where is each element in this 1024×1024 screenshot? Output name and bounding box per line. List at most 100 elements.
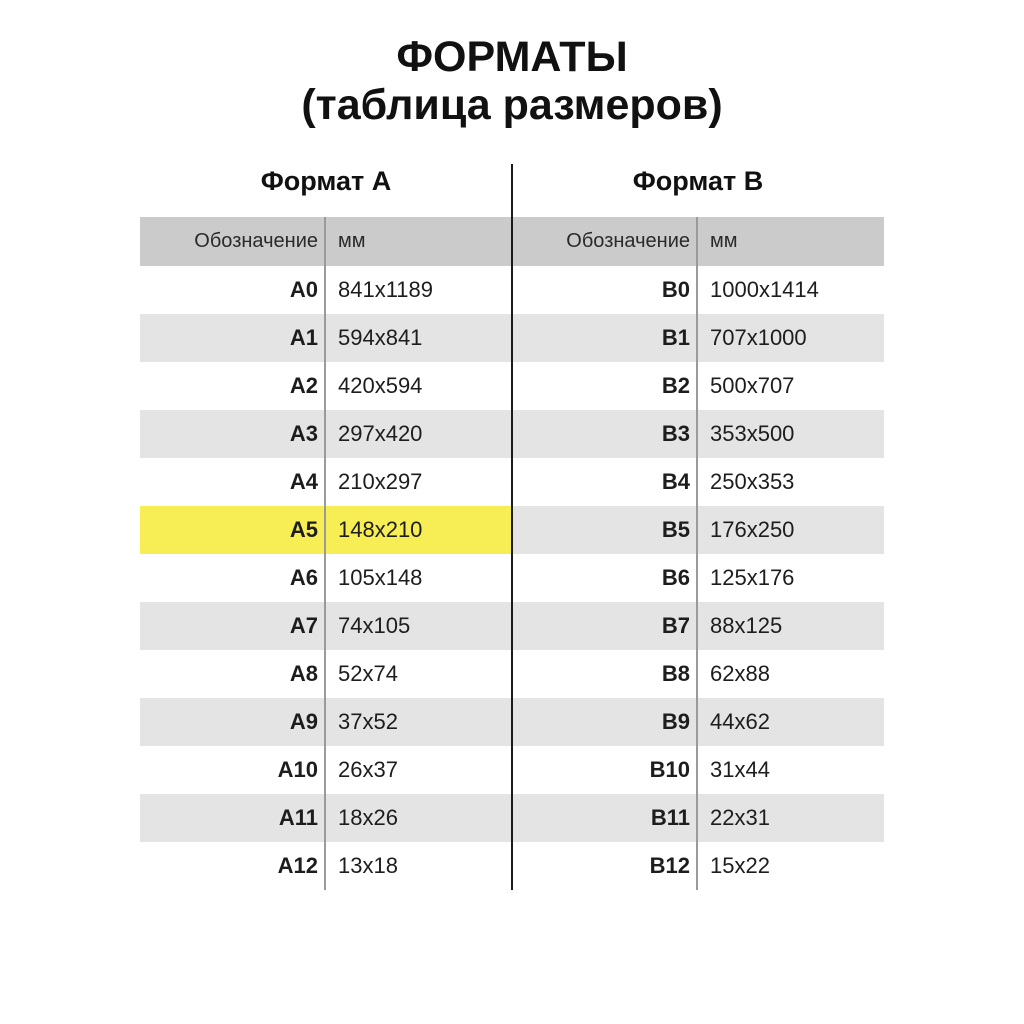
table-row: A8 52x74 B8 62x88 bbox=[140, 650, 884, 698]
format-a-designation: A9 bbox=[289, 709, 318, 734]
format-b-size-mm: 707x1000 bbox=[710, 325, 807, 350]
section-titles: Формат A Формат B bbox=[140, 166, 884, 197]
format-b-designation: B8 bbox=[661, 661, 690, 686]
format-b-designation: B4 bbox=[661, 469, 690, 494]
row-half-b: B6 125x176 bbox=[512, 554, 884, 602]
row-half-a: A1 594x841 bbox=[140, 314, 512, 362]
format-a-designation: A3 bbox=[289, 421, 318, 446]
format-b-size-mm: 15x22 bbox=[710, 853, 770, 878]
header-designation-a: Обозначение bbox=[194, 230, 318, 252]
format-b-size-mm: 88x125 bbox=[710, 613, 783, 638]
row-half-b: B2 500x707 bbox=[512, 362, 884, 410]
format-a-size-mm: 420x594 bbox=[338, 373, 423, 398]
table-row: A2 420x594 B2 500x707 bbox=[140, 362, 884, 410]
row-half-a: A4 210x297 bbox=[140, 458, 512, 506]
row-half-a: A0 841x1189 bbox=[140, 266, 512, 314]
format-a-size-mm: 18x26 bbox=[338, 805, 398, 830]
format-a-designation: A1 bbox=[289, 325, 318, 350]
row-half-a: A2 420x594 bbox=[140, 362, 512, 410]
format-b-designation: B9 bbox=[661, 709, 690, 734]
format-a-size-mm: 26x37 bbox=[338, 757, 398, 782]
format-b-size-mm: 125x176 bbox=[710, 565, 795, 590]
format-a-designation: A11 bbox=[278, 805, 318, 830]
format-a-designation: A5 bbox=[289, 517, 318, 542]
format-b-size-mm: 500x707 bbox=[710, 373, 795, 398]
table-row: A10 26x37 B10 31x44 bbox=[140, 746, 884, 794]
format-a-size-mm: 13x18 bbox=[338, 853, 398, 878]
row-half-a: A7 74x105 bbox=[140, 602, 512, 650]
page-title: ФОРМАТЫ bbox=[396, 33, 628, 81]
header-half-b: Обозначение мм bbox=[512, 217, 884, 266]
row-half-a: A3 297x420 bbox=[140, 410, 512, 458]
format-a-title: Формат A bbox=[260, 166, 392, 196]
row-half-b: B7 88x125 bbox=[512, 602, 884, 650]
table-row: A1 594x841 B1 707x1000 bbox=[140, 314, 884, 362]
row-half-b: B9 44x62 bbox=[512, 698, 884, 746]
format-b-size-mm: 250x353 bbox=[710, 469, 795, 494]
center-divider-line bbox=[511, 164, 513, 890]
row-half-b: B12 15x22 bbox=[512, 842, 884, 890]
format-a-designation: A4 bbox=[289, 469, 318, 494]
header-half-a: Обозначение мм bbox=[140, 217, 512, 266]
table-body: A0 841x1189 B0 1000x1414 A1 594x841 B1 7… bbox=[140, 266, 884, 890]
format-a-size-mm: 52x74 bbox=[338, 661, 398, 686]
row-half-a: A8 52x74 bbox=[140, 650, 512, 698]
format-a-size-mm: 74x105 bbox=[338, 613, 411, 638]
column-divider-line-a bbox=[324, 217, 326, 890]
format-a-size-mm: 594x841 bbox=[338, 325, 423, 350]
format-b-designation: B7 bbox=[661, 613, 690, 638]
format-b-size-mm: 176x250 bbox=[710, 517, 795, 542]
table-header-row: Обозначение мм Обозначение мм bbox=[140, 217, 884, 266]
format-a-size-mm: 148x210 bbox=[338, 517, 423, 542]
row-half-b: B5 176x250 bbox=[512, 506, 884, 554]
header-mm-b: мм bbox=[710, 230, 738, 252]
format-b-size-mm: 1000x1414 bbox=[710, 277, 819, 302]
format-b-designation: B11 bbox=[650, 805, 690, 830]
page-title-block: ФОРМАТЫ (таблица размеров) bbox=[0, 33, 1024, 129]
row-half-a: A12 13x18 bbox=[140, 842, 512, 890]
format-a-size-mm: 105x148 bbox=[338, 565, 423, 590]
row-half-a: A9 37x52 bbox=[140, 698, 512, 746]
format-a-size-mm: 37x52 bbox=[338, 709, 398, 734]
format-b-title: Формат B bbox=[632, 166, 764, 196]
header-mm-a: мм bbox=[338, 230, 366, 252]
row-half-b: B3 353x500 bbox=[512, 410, 884, 458]
format-a-size-mm: 841x1189 bbox=[338, 277, 434, 302]
header-designation-b: Обозначение bbox=[566, 230, 690, 252]
row-half-a: A6 105x148 bbox=[140, 554, 512, 602]
row-half-b: B4 250x353 bbox=[512, 458, 884, 506]
table-row: A6 105x148 B6 125x176 bbox=[140, 554, 884, 602]
table-row: A3 297x420 B3 353x500 bbox=[140, 410, 884, 458]
row-half-b: B10 31x44 bbox=[512, 746, 884, 794]
format-b-size-mm: 31x44 bbox=[710, 757, 770, 782]
page-subtitle: (таблица размеров) bbox=[301, 81, 723, 129]
table-row: A0 841x1189 B0 1000x1414 bbox=[140, 266, 884, 314]
row-half-a: A5 148x210 bbox=[140, 506, 512, 554]
format-b-designation: B10 bbox=[649, 757, 690, 782]
format-b-size-mm: 353x500 bbox=[710, 421, 795, 446]
format-b-size-mm: 62x88 bbox=[710, 661, 770, 686]
row-half-b: B8 62x88 bbox=[512, 650, 884, 698]
size-table: Обозначение мм Обозначение мм A0 841x118… bbox=[140, 164, 884, 890]
column-divider-line-b bbox=[696, 217, 698, 890]
table-row: A7 74x105 B7 88x125 bbox=[140, 602, 884, 650]
format-b-size-mm: 44x62 bbox=[710, 709, 770, 734]
row-half-a: A11 18x26 bbox=[140, 794, 512, 842]
format-a-designation: A6 bbox=[289, 565, 318, 590]
format-b-designation: B12 bbox=[649, 853, 690, 878]
row-half-b: B1 707x1000 bbox=[512, 314, 884, 362]
table-row: A11 18x26 B11 22x31 bbox=[140, 794, 884, 842]
table-row: A4 210x297 B4 250x353 bbox=[140, 458, 884, 506]
format-b-designation: B3 bbox=[661, 421, 690, 446]
format-a-size-mm: 210x297 bbox=[338, 469, 423, 494]
format-a-designation: A2 bbox=[289, 373, 318, 398]
table-row: A9 37x52 B9 44x62 bbox=[140, 698, 884, 746]
format-b-designation: B5 bbox=[661, 517, 690, 542]
row-half-a: A10 26x37 bbox=[140, 746, 512, 794]
row-half-b: B0 1000x1414 bbox=[512, 266, 884, 314]
format-b-designation: B1 bbox=[661, 325, 690, 350]
format-b-designation: B0 bbox=[661, 277, 690, 302]
table-row: A5 148x210 B5 176x250 bbox=[140, 506, 884, 554]
format-a-designation: A12 bbox=[277, 853, 318, 878]
